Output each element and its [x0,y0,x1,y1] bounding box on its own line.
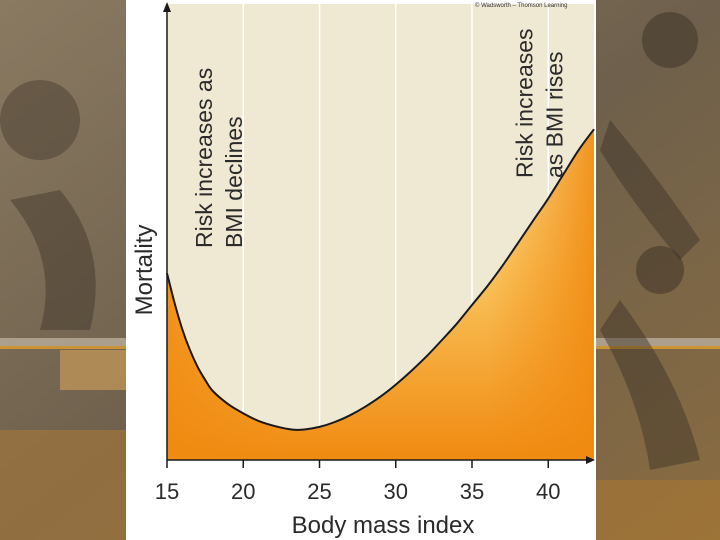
annotation-2-line-2: as BMI rises [541,51,567,178]
annotation-1-line-1: Risk increases as [191,68,217,248]
annotation-2-line-1: Risk increases [511,28,537,178]
y-axis-arrow [163,2,171,12]
x-tick-label-15: 15 [155,479,179,504]
x-tick-label-20: 20 [231,479,255,504]
x-tick-label-35: 35 [460,479,484,504]
y-axis-title: Mortality [131,225,158,316]
annotation-1-line-2: BMI declines [221,116,247,248]
x-tick-label-25: 25 [307,479,331,504]
annotation-1: Risk increases as BMI declines [191,68,247,248]
x-tick-label-30: 30 [384,479,408,504]
x-axis-title: Body mass index [292,512,475,539]
x-tick-label-40: 40 [536,479,560,504]
credit-line: © Wadsworth – Thomson Learning [475,2,567,9]
x-axis-arrow [586,456,595,464]
mortality-curve [166,128,595,431]
annotation-2: Risk increases as BMI rises [511,28,567,178]
risk-area-shading [167,129,594,460]
